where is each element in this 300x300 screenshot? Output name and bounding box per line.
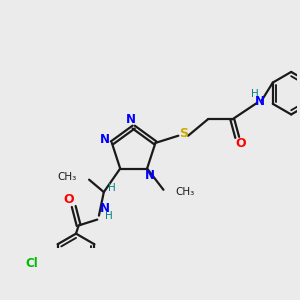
- Text: H: H: [105, 211, 112, 220]
- Text: CH₃: CH₃: [175, 188, 194, 197]
- Text: H: H: [251, 89, 259, 99]
- Text: N: N: [145, 169, 155, 182]
- Text: O: O: [64, 194, 74, 206]
- Text: H: H: [108, 183, 116, 193]
- Text: N: N: [100, 202, 110, 215]
- Text: N: N: [254, 95, 265, 108]
- Text: N: N: [100, 133, 110, 146]
- Text: S: S: [179, 127, 188, 140]
- Text: Cl: Cl: [25, 257, 38, 270]
- Text: CH₃: CH₃: [57, 172, 77, 182]
- Text: N: N: [126, 113, 136, 126]
- Text: O: O: [235, 137, 246, 150]
